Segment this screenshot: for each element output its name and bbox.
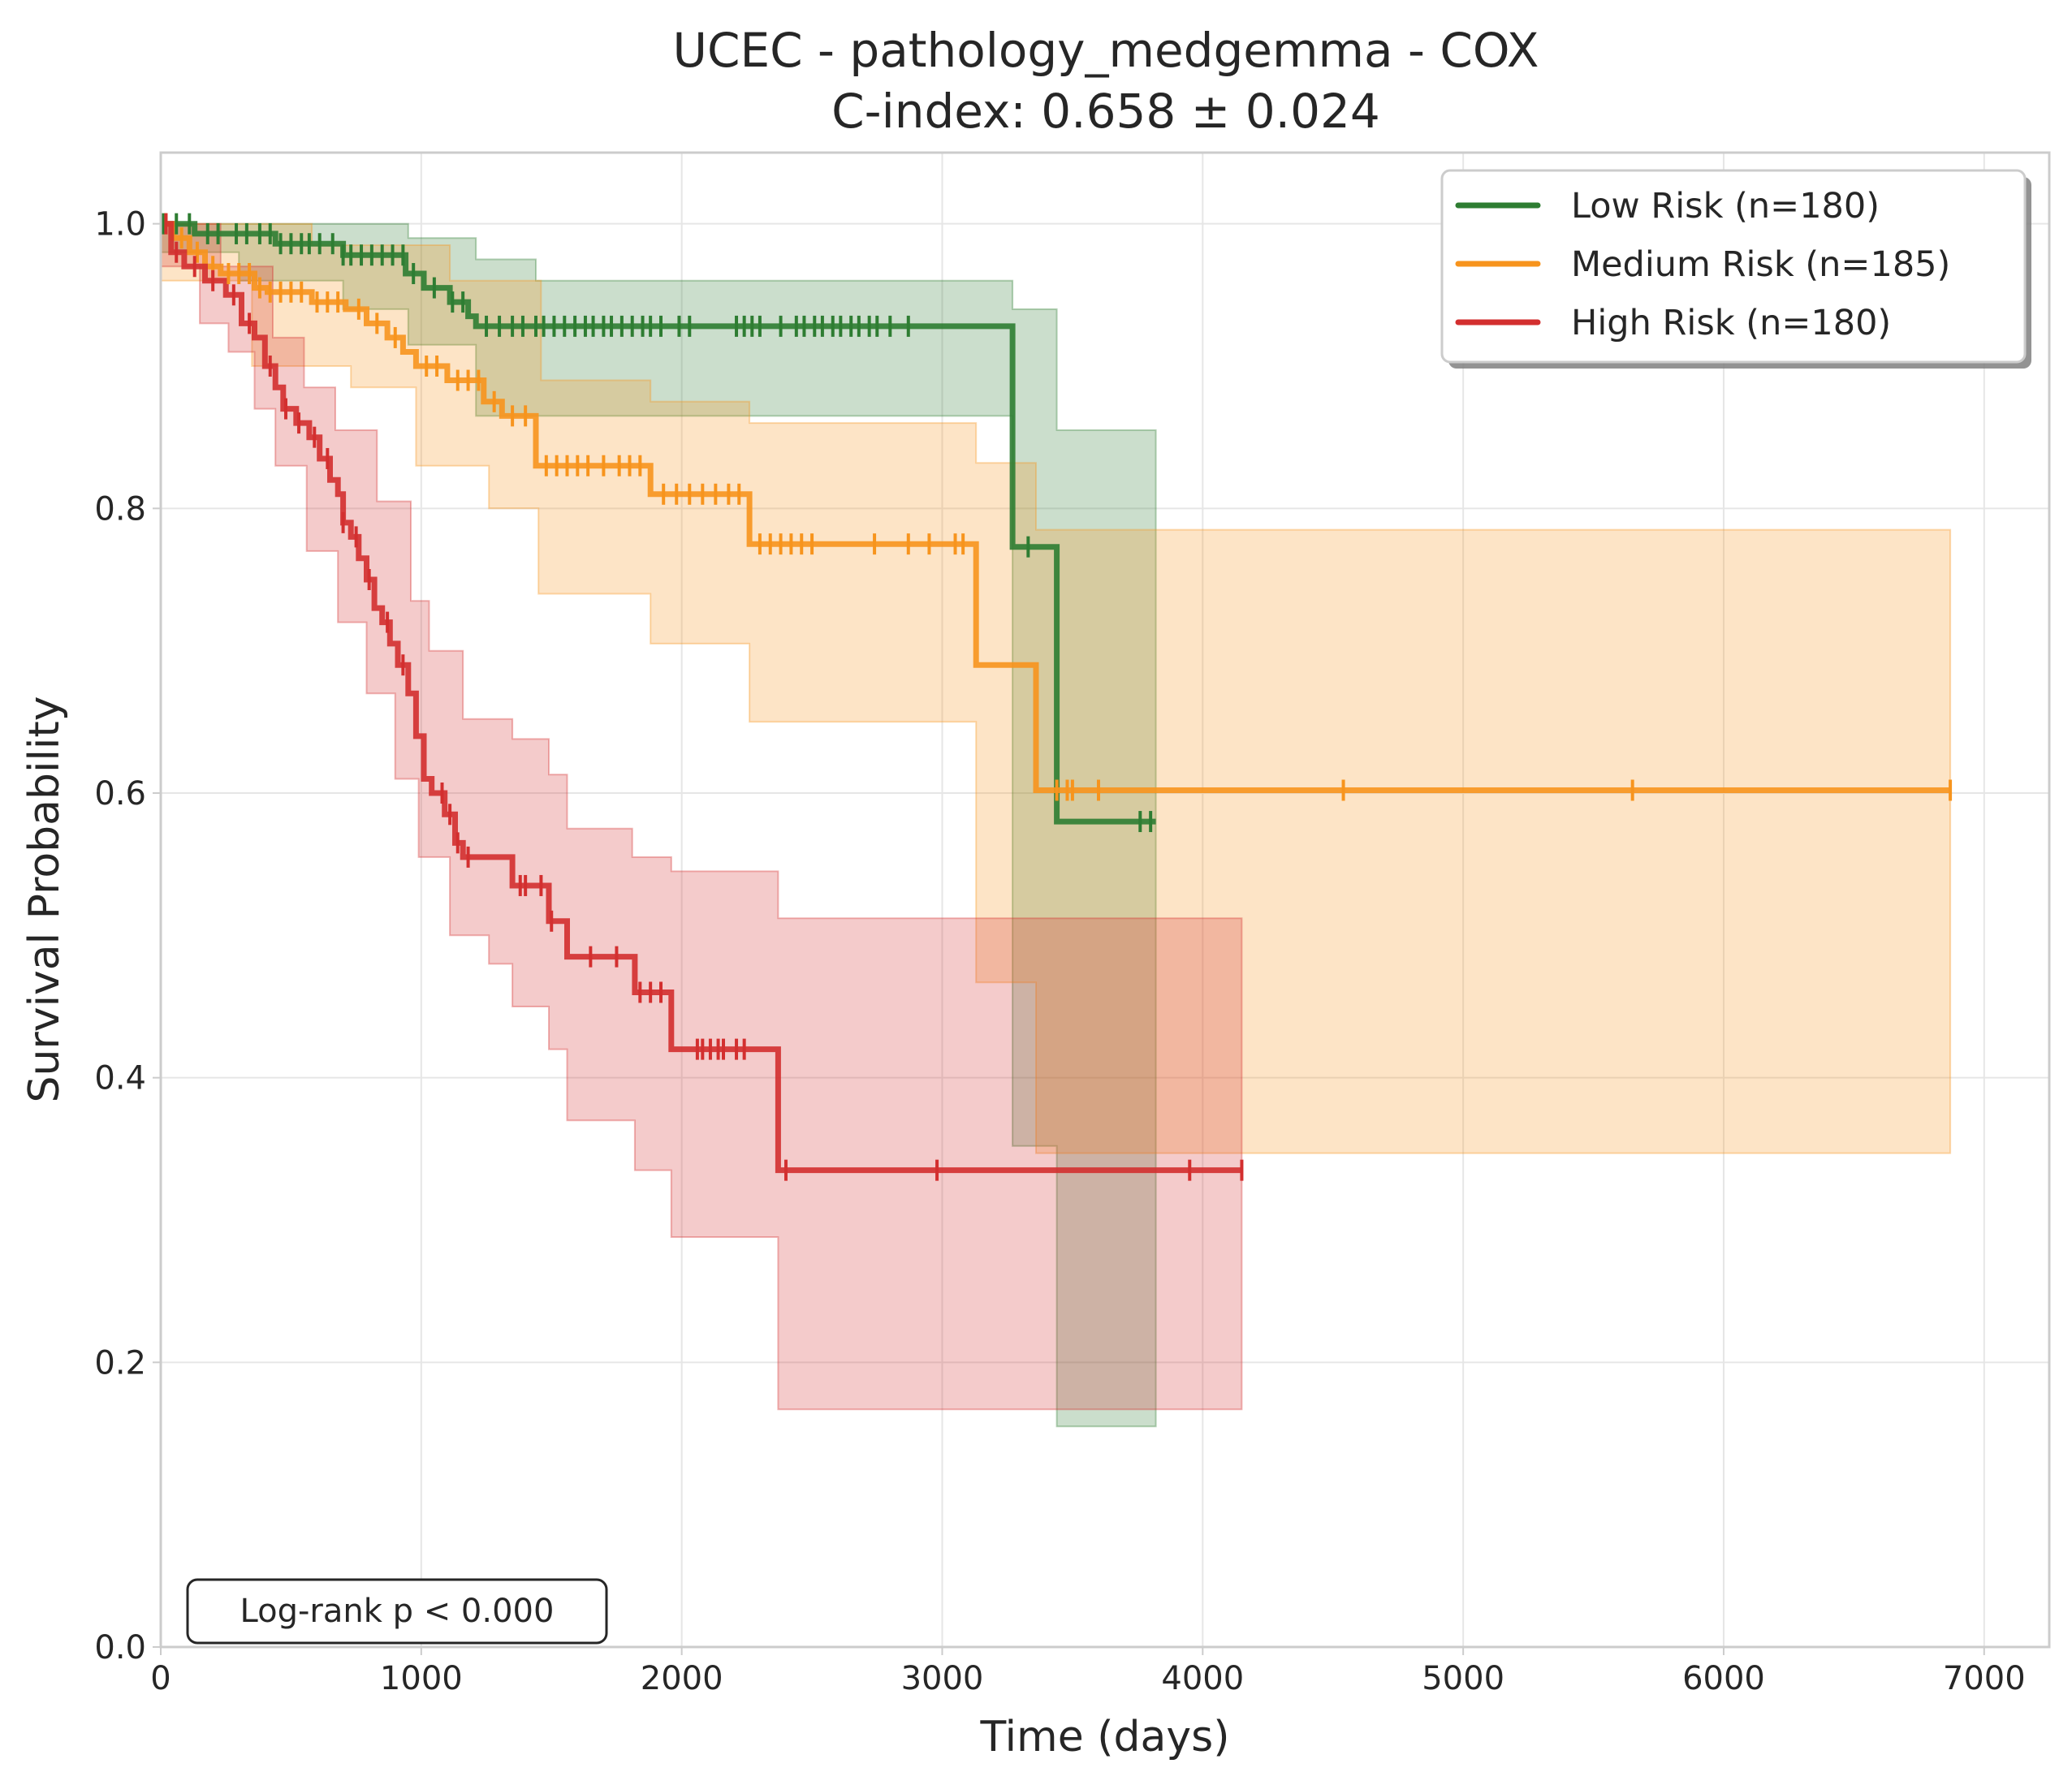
x-tick-label-3000: 3000 (901, 1660, 984, 1697)
x-tick-label-6000: 6000 (1682, 1660, 1765, 1697)
y-tick-label-0.8: 0.8 (94, 490, 146, 528)
legend-label-low-risk: Low Risk (n=180) (1571, 186, 1880, 226)
censor-marks (162, 213, 1953, 1181)
medium-risk-curve (161, 221, 1951, 793)
y-axis-label: Survival Probability (20, 696, 69, 1102)
y-tick-label-0.6: 0.6 (94, 775, 146, 813)
y-tick-label-0.0: 0.0 (94, 1629, 146, 1666)
y-tick-label-0.4: 0.4 (94, 1060, 146, 1097)
x-tick-label-0: 0 (150, 1660, 171, 1697)
legend-box (1440, 169, 2027, 364)
x-tick-label-5000: 5000 (1422, 1660, 1504, 1697)
low-risk-curve (161, 221, 1156, 825)
logrank-box (186, 1578, 608, 1645)
legend-label-high-risk: High Risk (n=180) (1571, 303, 1891, 343)
plot-frame (159, 151, 2051, 1649)
x-tick-label-7000: 7000 (1943, 1660, 2026, 1697)
x-tick-label-2000: 2000 (641, 1660, 723, 1697)
logrank-annotation: Log-rank p < 0.000 (186, 1578, 608, 1645)
legend: Low Risk (n=180) Medium Risk (n=185) Hig… (1440, 169, 2031, 369)
chart-title: UCEC - pathology_medgemma - COX (673, 23, 1539, 78)
y-tick-label-0.2: 0.2 (94, 1344, 146, 1382)
high-risk-confidence-band (160, 222, 1243, 1411)
y-tick-label-1.0: 1.0 (94, 206, 146, 244)
chart-subtitle: C-index: 0.658 ± 0.024 (831, 84, 1380, 139)
survival-curves (161, 221, 1951, 1174)
x-axis-label: Time (days) (979, 1713, 1229, 1761)
y-axis-ticks: 0.0 0.2 0.4 0.6 0.8 1.0 (94, 206, 161, 1666)
logrank-text: Log-rank p < 0.000 (240, 1593, 555, 1630)
high-risk-curve (161, 221, 1242, 1174)
legend-label-medium-risk: Medium Risk (n=185) (1571, 244, 1950, 285)
x-axis-ticks: 0 1000 2000 3000 4000 5000 6000 7000 (150, 1647, 2026, 1697)
x-tick-label-4000: 4000 (1161, 1660, 1244, 1697)
x-tick-label-1000: 1000 (380, 1660, 463, 1697)
